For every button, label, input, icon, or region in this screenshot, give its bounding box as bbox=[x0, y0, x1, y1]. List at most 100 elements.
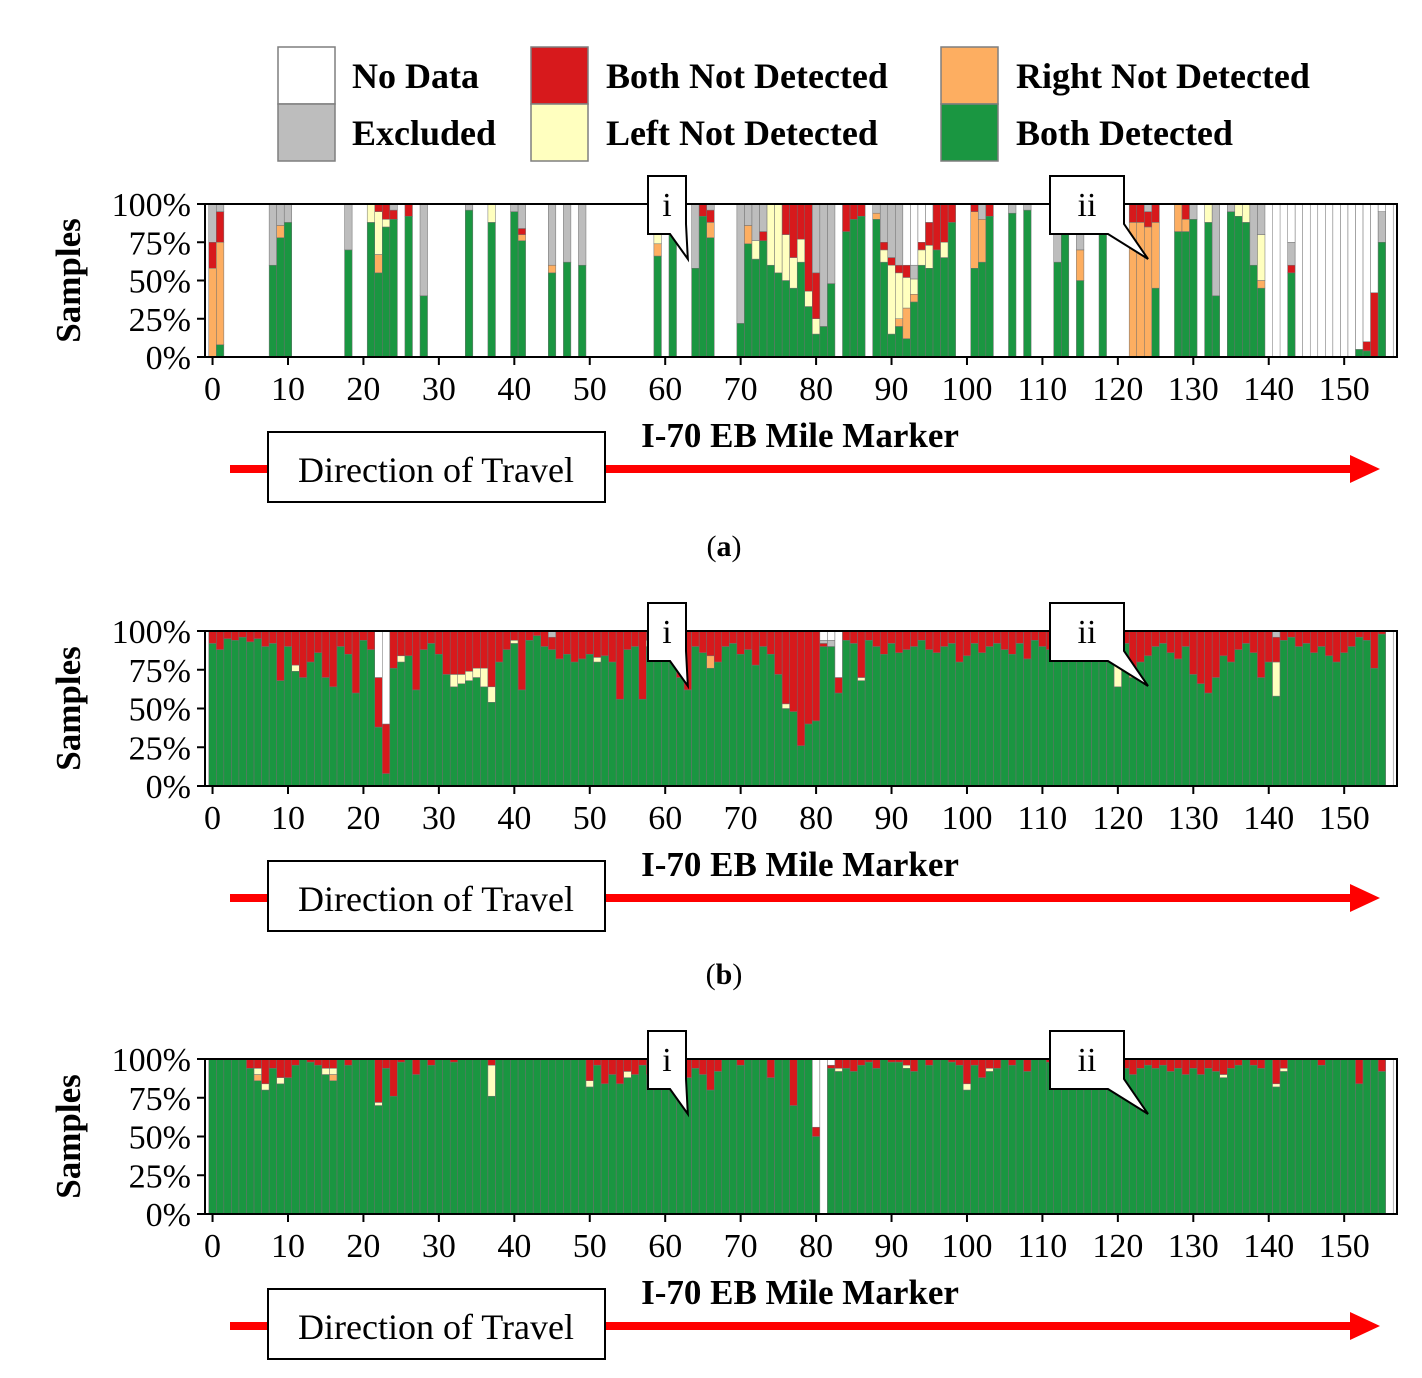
bar-segment-right-not bbox=[653, 243, 662, 257]
bar-mile-106 bbox=[1008, 630, 1017, 787]
bar-segment-excluded bbox=[887, 203, 896, 258]
bar-segment-both bbox=[412, 689, 421, 787]
bar-segment-both bbox=[1249, 652, 1258, 787]
bar-segment-excluded bbox=[563, 203, 572, 263]
bar-segment-both-not bbox=[917, 630, 926, 641]
bar-mile-18 bbox=[344, 203, 353, 358]
bar-segment-both-not bbox=[585, 630, 594, 655]
bar-segment-no-data bbox=[1355, 203, 1364, 350]
bar-mile-107 bbox=[1015, 630, 1024, 787]
bar-segment-left-not bbox=[834, 1068, 843, 1072]
bar-mile-1 bbox=[216, 203, 225, 358]
bar-segment-both bbox=[744, 649, 753, 787]
bar-mile-130 bbox=[1189, 630, 1198, 787]
bar-segment-both bbox=[1174, 231, 1183, 358]
bar-mile-31 bbox=[442, 630, 451, 787]
bar-mile-79 bbox=[804, 203, 813, 358]
bar-mile-22 bbox=[374, 203, 383, 358]
bar-segment-both bbox=[879, 261, 889, 358]
bar-segment-both bbox=[374, 1105, 383, 1215]
bar-segment-both bbox=[1355, 636, 1364, 787]
bar-segment-both bbox=[600, 655, 609, 787]
bar-segment-both bbox=[766, 264, 775, 358]
bar-segment-both bbox=[434, 1058, 443, 1215]
bar-segment-left-not bbox=[804, 290, 813, 307]
bar-segment-both-not bbox=[276, 1058, 285, 1078]
bar-mile-6 bbox=[253, 1058, 262, 1215]
bar-mile-39 bbox=[502, 630, 511, 787]
bar-segment-both bbox=[216, 649, 225, 787]
bar-segment-both bbox=[887, 1061, 896, 1215]
bar-segment-both bbox=[1204, 692, 1213, 787]
bar-segment-both bbox=[834, 1071, 843, 1215]
bar-segment-both bbox=[329, 1080, 338, 1215]
bar-segment-left-not bbox=[480, 667, 489, 688]
bar-segment-both bbox=[1189, 219, 1198, 358]
bar-segment-both bbox=[1347, 646, 1356, 787]
callout-label: ii bbox=[1078, 187, 1097, 224]
bar-segment-both bbox=[623, 1077, 632, 1215]
bar-segment-both bbox=[389, 667, 398, 787]
bar-mile-125 bbox=[1151, 1058, 1160, 1215]
bar-segment-both bbox=[910, 1071, 919, 1215]
bar-segment-both bbox=[238, 1058, 247, 1215]
bar-mile-13 bbox=[306, 1058, 315, 1215]
bar-mile-88 bbox=[872, 203, 881, 358]
bar-segment-both-not bbox=[1302, 630, 1311, 644]
bar-segment-both bbox=[729, 1058, 738, 1215]
bar-segment-both-not bbox=[781, 630, 790, 705]
bar-mile-77 bbox=[789, 630, 798, 787]
bar-mile-85 bbox=[849, 1058, 858, 1215]
bar-mile-84 bbox=[842, 1058, 851, 1215]
bar-segment-both bbox=[397, 661, 406, 787]
bar-segment-both bbox=[1355, 1083, 1364, 1215]
bar-segment-both-not bbox=[902, 264, 911, 278]
bar-mile-74 bbox=[766, 630, 775, 787]
bar-segment-both-not bbox=[895, 264, 904, 274]
bar-segment-both bbox=[600, 1083, 609, 1215]
bar-mile-130 bbox=[1189, 1058, 1198, 1215]
bar-segment-both bbox=[812, 333, 821, 358]
bar-segment-both bbox=[646, 646, 655, 787]
bar-segment-both-not bbox=[1015, 630, 1024, 644]
bar-mile-75 bbox=[774, 1058, 783, 1215]
x-tick-label: 80 bbox=[799, 1228, 833, 1265]
bar-segment-both bbox=[495, 1058, 504, 1215]
bar-segment-both bbox=[842, 231, 851, 358]
bar-segment-both bbox=[774, 1058, 783, 1215]
bar-segment-both-not bbox=[1023, 1058, 1032, 1072]
bar-mile-132 bbox=[1204, 203, 1213, 358]
bar-mile-101 bbox=[970, 203, 979, 358]
bar-mile-71 bbox=[744, 630, 753, 787]
bar-segment-both-not bbox=[359, 630, 368, 641]
bar-segment-both bbox=[1302, 1058, 1311, 1215]
bar-segment-left-not bbox=[1242, 203, 1251, 223]
bar-mile-32 bbox=[449, 1058, 458, 1215]
bar-segment-both-not bbox=[1008, 630, 1017, 655]
bar-segment-both bbox=[336, 1058, 345, 1215]
bar-mile-98 bbox=[947, 203, 956, 358]
bar-segment-both bbox=[1196, 1074, 1205, 1215]
bar-segment-both bbox=[419, 295, 428, 358]
bar-segment-both bbox=[713, 1071, 723, 1215]
bar-segment-both bbox=[781, 280, 790, 358]
bar-segment-both bbox=[1279, 640, 1288, 787]
bar-segment-both bbox=[1219, 655, 1228, 787]
bar-segment-both bbox=[1287, 272, 1296, 358]
bar-mile-45 bbox=[548, 630, 557, 787]
bar-segment-excluded bbox=[276, 203, 285, 226]
bar-segment-both bbox=[796, 745, 806, 787]
bar-mile-91 bbox=[895, 630, 904, 787]
callout-ii: ii bbox=[1049, 1030, 1149, 1115]
bar-segment-both-not bbox=[555, 630, 564, 660]
bar-segment-both-not bbox=[1189, 630, 1198, 675]
bar-segment-both-not bbox=[978, 1058, 987, 1078]
bar-mile-151 bbox=[1347, 630, 1356, 787]
bar-segment-both bbox=[1204, 1068, 1213, 1215]
bar-segment-both bbox=[1151, 1068, 1160, 1215]
bar-segment-both-not bbox=[970, 630, 979, 644]
bar-segment-both-not bbox=[1204, 630, 1213, 694]
bar-mile-42 bbox=[525, 1058, 534, 1215]
bar-segment-both bbox=[827, 1068, 836, 1215]
direction-label-box bbox=[267, 431, 606, 503]
